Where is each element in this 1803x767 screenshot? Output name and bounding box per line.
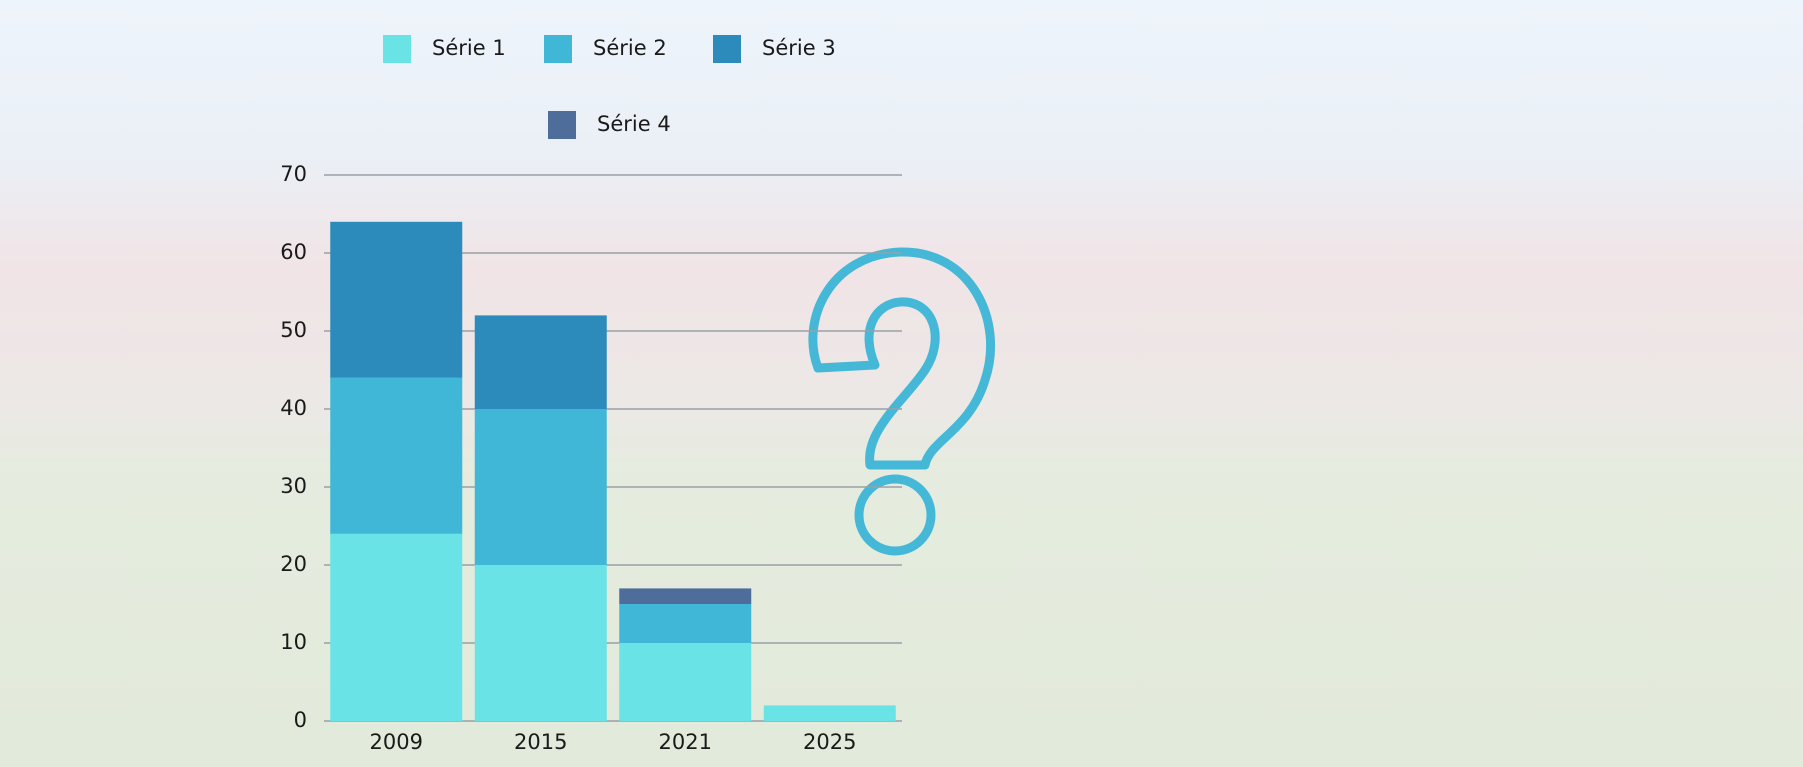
bar-segment [619, 643, 752, 721]
bar-segment [619, 604, 752, 643]
x-tick-label: 2009 [370, 730, 423, 754]
bar-segment [330, 377, 463, 534]
legend-swatch [713, 35, 741, 63]
y-tick-label: 40 [280, 396, 307, 420]
legend-label: Série 2 [593, 36, 667, 60]
legend-label: Série 4 [597, 112, 671, 136]
bar-segment [330, 533, 463, 721]
bar-segment [619, 588, 752, 604]
y-tick-label: 0 [294, 708, 307, 732]
y-tick-label: 10 [280, 630, 307, 654]
x-tick-label: 2021 [659, 730, 712, 754]
bar-segment [763, 705, 896, 721]
y-tick-label: 30 [280, 474, 307, 498]
x-tick-label: 2025 [803, 730, 856, 754]
y-tick-label: 60 [280, 240, 307, 264]
legend-swatch [383, 35, 411, 63]
y-tick-label: 20 [280, 552, 307, 576]
bar-segment [474, 315, 607, 409]
y-tick-label: 70 [280, 162, 307, 186]
legend-label: Série 1 [432, 36, 506, 60]
legend-label: Série 3 [762, 36, 836, 60]
legend-swatch [548, 111, 576, 139]
legend-swatch [544, 35, 572, 63]
x-tick-label: 2015 [514, 730, 567, 754]
bar-segment [330, 221, 463, 378]
bar-segment [474, 565, 607, 721]
y-tick-label: 50 [280, 318, 307, 342]
bar-segment [474, 409, 607, 565]
